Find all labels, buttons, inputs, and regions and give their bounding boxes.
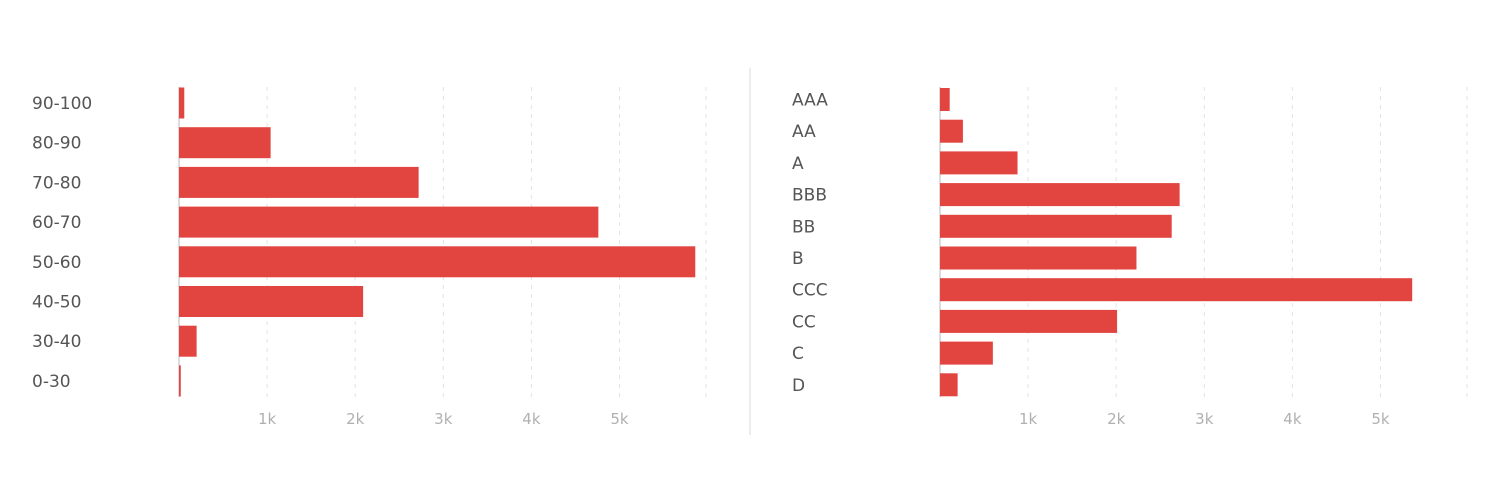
category-label: BB	[792, 217, 815, 237]
bar	[179, 325, 197, 357]
bar	[940, 341, 993, 365]
x-tick-label: 1k	[258, 410, 277, 428]
x-tick-label: 4k	[522, 410, 541, 428]
bar	[179, 365, 181, 397]
bar	[940, 183, 1180, 207]
category-label: 80-90	[32, 134, 81, 154]
category-label: 70-80	[32, 173, 81, 193]
category-label: AAA	[792, 91, 828, 111]
category-label: D	[792, 376, 805, 396]
bar	[179, 246, 696, 278]
category-label: A	[792, 154, 804, 174]
bar	[940, 246, 1137, 270]
bar	[179, 87, 185, 119]
category-label: C	[792, 344, 804, 364]
x-tick-label: 1k	[1019, 410, 1038, 428]
category-label: B	[792, 249, 804, 269]
x-tick-label: 3k	[434, 410, 453, 428]
bar	[940, 373, 958, 397]
category-label: 50-60	[32, 253, 81, 273]
category-label: CC	[792, 312, 816, 332]
x-tick-label: 2k	[346, 410, 365, 428]
x-tick-label: 3k	[1195, 410, 1214, 428]
bar	[179, 127, 271, 159]
bar	[179, 166, 419, 198]
x-tick-label: 5k	[1371, 410, 1390, 428]
bar	[940, 214, 1172, 238]
category-label: BBB	[792, 186, 827, 206]
category-label: 40-50	[32, 293, 81, 313]
x-tick-label: 4k	[1283, 410, 1302, 428]
bar	[179, 286, 364, 317]
category-label: 0-30	[32, 372, 71, 392]
category-label: CCC	[792, 281, 828, 301]
x-tick-label: 2k	[1107, 410, 1126, 428]
category-label: 60-70	[32, 213, 81, 233]
category-label: 90-100	[32, 94, 92, 114]
category-label: 30-40	[32, 332, 81, 352]
category-label: AA	[792, 122, 816, 142]
bar	[940, 151, 1018, 175]
bar	[940, 309, 1118, 333]
bar	[940, 278, 1413, 302]
score-distribution-chart: 1k 2k 3k 4k 5k 90-100 80-90 70-80 60-70 50-60 40-5…	[32, 87, 707, 428]
bar	[940, 119, 963, 143]
bar	[940, 88, 950, 111]
bar	[179, 206, 599, 238]
x-tick-label: 5k	[610, 410, 629, 428]
